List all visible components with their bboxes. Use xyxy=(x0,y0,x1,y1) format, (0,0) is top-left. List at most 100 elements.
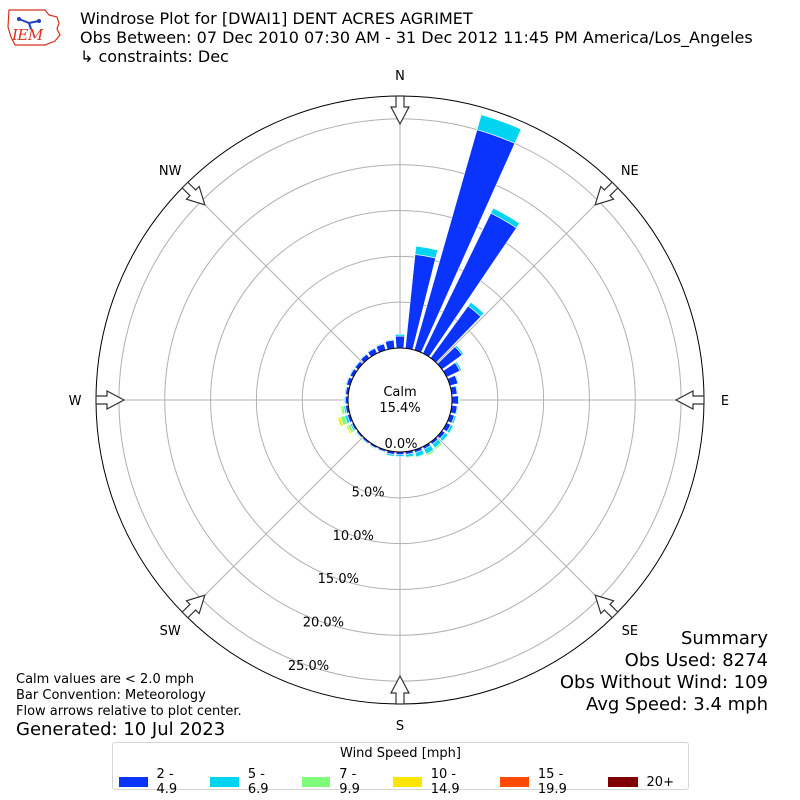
direction-label: N xyxy=(395,69,405,84)
radial-tick-label: 20.0% xyxy=(303,615,344,630)
legend-item: 5 - 6.9 xyxy=(210,767,287,797)
windrose-bar xyxy=(457,395,460,405)
direction-label: S xyxy=(396,719,404,734)
chart-subtitle: Obs Between: 07 Dec 2010 07:30 AM - 31 D… xyxy=(80,28,753,47)
radial-tick-label: 15.0% xyxy=(318,572,359,587)
windrose-bar xyxy=(361,438,369,445)
legend-items: 2 - 4.9 5 - 6.9 7 - 9.9 10 - 14.9 15 - 1… xyxy=(119,767,688,797)
windrose-bar xyxy=(384,338,395,342)
windrose-bar xyxy=(395,335,405,349)
windrose-bar xyxy=(366,347,376,353)
windrose-bar xyxy=(395,454,405,457)
windrose-bar xyxy=(476,114,522,144)
windrose-bar xyxy=(454,361,463,372)
summary-heading: Summary xyxy=(681,628,768,649)
flow-arrow-icon xyxy=(594,594,619,619)
windrose-bar xyxy=(451,395,459,405)
windrose-bar xyxy=(385,452,395,457)
chart-title-block: Windrose Plot for [DWAI1] DENT ACRES AGR… xyxy=(80,9,753,66)
legend-label: 7 - 9.9 xyxy=(339,767,360,797)
legend-label: 5 - 6.9 xyxy=(247,767,269,797)
summary-box: Summary Obs Used: 8274 Obs Without Wind:… xyxy=(560,628,768,716)
windrose-bar xyxy=(348,367,355,377)
legend-item: 10 - 14.9 xyxy=(393,767,486,797)
legend-item: 15 - 19.9 xyxy=(500,767,593,797)
radial-tick-label: 5.0% xyxy=(352,485,385,500)
windrose-bar xyxy=(451,415,457,425)
flow-arrow-icon xyxy=(95,390,126,410)
legend-label: 15 - 19.9 xyxy=(537,767,567,797)
grid-spoke xyxy=(184,184,364,364)
windrose-bar xyxy=(375,342,385,348)
windrose-bar xyxy=(345,376,350,386)
windrose-bar xyxy=(394,333,406,337)
windrose-bar xyxy=(339,405,343,416)
windrose-bar xyxy=(377,448,386,454)
summary-obs-used: Obs Used: 8274 xyxy=(624,650,768,671)
legend-label: 10 - 14.9 xyxy=(430,767,460,797)
legend-item: 20+ xyxy=(607,767,674,797)
grid-spoke xyxy=(184,436,364,616)
direction-label: SW xyxy=(160,624,181,639)
windrose-bar xyxy=(454,374,460,384)
legend-label: 2 - 4.9 xyxy=(156,767,178,797)
flow-arrow-icon xyxy=(181,181,206,206)
windrose-bar xyxy=(434,442,443,450)
constraints-label: ↳ constraints: Dec xyxy=(80,47,229,66)
summary-obs-without-wind: Obs Without Wind: 109 xyxy=(559,672,768,693)
notes-block: Calm values are < 2.0 mph Bar Convention… xyxy=(16,672,242,720)
windrose-bar xyxy=(343,395,345,405)
legend-swatch xyxy=(301,777,331,787)
legend-swatch xyxy=(210,777,239,787)
legend-item: 7 - 9.9 xyxy=(301,767,379,797)
windrose-bar xyxy=(414,245,439,259)
windrose-bar xyxy=(337,416,344,427)
flow-arrow-icon xyxy=(390,95,410,126)
legend-title: Wind Speed [mph] xyxy=(340,746,461,761)
radial-tick-label: 10.0% xyxy=(333,529,374,544)
radial-tick-label: 0.0% xyxy=(384,437,417,452)
windrose-bar xyxy=(490,207,520,229)
chart-title: Windrose Plot for [DWAI1] DENT ACRES AGR… xyxy=(80,9,473,28)
direction-label: E xyxy=(721,394,729,409)
calm-value: 15.4% xyxy=(379,401,420,416)
direction-label: NE xyxy=(621,164,639,179)
generated-date: Generated: 10 Jul 2023 xyxy=(16,719,226,740)
grid-spoke xyxy=(436,436,616,616)
flow-arrow-icon xyxy=(390,674,410,705)
windrose-bar xyxy=(368,444,377,450)
windrose-bar xyxy=(467,301,485,318)
legend-swatch xyxy=(393,777,422,787)
direction-label: SE xyxy=(622,624,638,639)
logo-text: IEM xyxy=(12,26,43,44)
flow-arrow-icon xyxy=(594,181,619,206)
bar-convention-note: Bar Convention: Meteorology xyxy=(16,688,206,703)
windrose-bar xyxy=(359,353,368,360)
windrose-bar xyxy=(353,360,361,368)
windrose-bar xyxy=(455,405,459,415)
legend-item: 2 - 4.9 xyxy=(119,767,196,797)
radial-tick-label: 25.0% xyxy=(288,659,329,674)
summary-avg-speed: Avg Speed: 3.4 mph xyxy=(586,694,768,715)
direction-label: NW xyxy=(159,164,182,179)
windrose-bar xyxy=(344,386,348,395)
flow-arrow-icon xyxy=(181,594,206,619)
windrose-bar xyxy=(454,344,465,356)
iem-logo xyxy=(7,9,61,46)
windrose-bar xyxy=(455,385,459,395)
flow-arrows-note: Flow arrows relative to plot center. xyxy=(16,704,242,719)
legend: Wind Speed [mph] 2 - 4.9 5 - 6.9 7 - 9.9… xyxy=(112,742,689,797)
legend-swatch xyxy=(119,777,148,787)
grid-spoke xyxy=(436,184,616,364)
windrose-bar xyxy=(415,453,425,459)
windrose-bar xyxy=(354,431,362,440)
calm-note: Calm values are < 2.0 mph xyxy=(16,672,195,687)
legend-label: 20+ xyxy=(646,774,674,790)
windrose-bar xyxy=(345,425,353,435)
legend-swatch xyxy=(500,777,529,787)
legend-swatch xyxy=(607,777,638,787)
windrose-bar xyxy=(405,455,415,459)
windrose-bar xyxy=(425,449,436,457)
calm-circle xyxy=(347,347,453,453)
